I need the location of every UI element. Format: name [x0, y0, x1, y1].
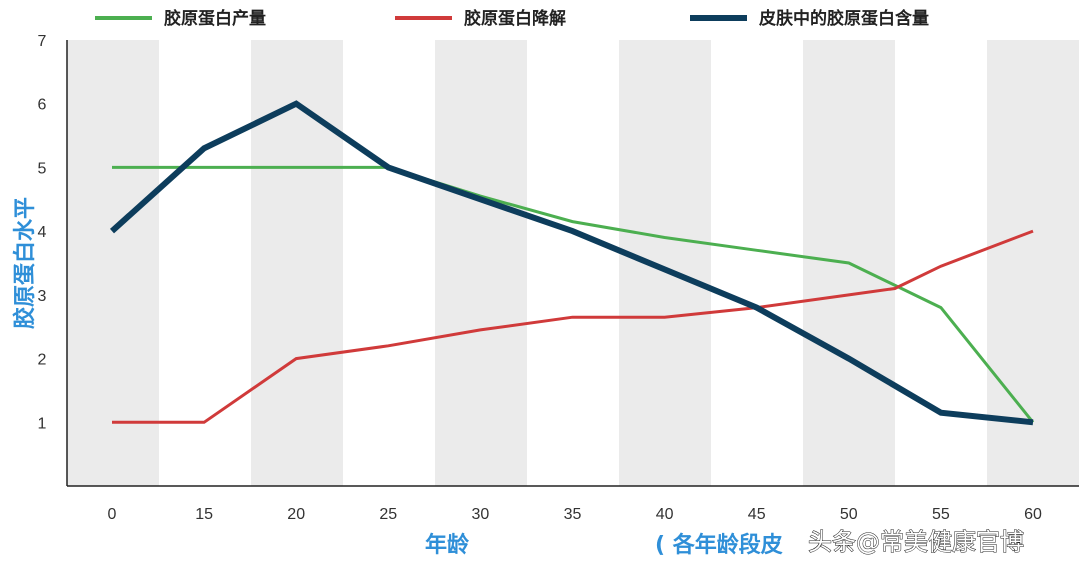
- grid-band: [251, 40, 343, 486]
- x-tick-label: 25: [379, 506, 397, 523]
- series-line-0: [112, 165, 1035, 424]
- x-tick-label: 35: [564, 506, 582, 523]
- x-tick-label: 50: [840, 506, 858, 523]
- watermark: 头条@常美健康官博: [808, 528, 1024, 556]
- x-tick-label: 40: [656, 506, 674, 523]
- grid-band: [67, 40, 159, 486]
- series-line-1: [112, 229, 1034, 424]
- y-tick-label: 7: [38, 33, 47, 50]
- series-line-2: [109, 100, 1034, 426]
- x-tick-label: 30: [472, 506, 490, 523]
- grid-band: [619, 40, 711, 486]
- y-tick-label: 4: [38, 224, 47, 241]
- grid-band: [987, 40, 1079, 486]
- x-tick-label: 0: [108, 506, 117, 523]
- y-tick-label: 6: [38, 97, 47, 114]
- x-tick-label: 55: [932, 506, 950, 523]
- footnote: ( 各年龄段皮: [655, 532, 783, 558]
- x-tick-label: 60: [1024, 506, 1042, 523]
- axes: [66, 40, 1079, 487]
- x-axis-label: 年龄: [425, 532, 470, 558]
- legend-label: 胶原蛋白降解: [464, 8, 566, 29]
- legend: 胶原蛋白产量 胶原蛋白降解 皮肤中的胶原蛋白含量: [95, 8, 929, 29]
- y-tick-label: 1: [38, 415, 47, 432]
- y-tick-label: 3: [38, 288, 47, 305]
- y-tick-label: 2: [38, 352, 47, 369]
- series-lines: [109, 100, 1035, 426]
- x-tick-label: 20: [287, 506, 305, 523]
- background-bands: [67, 40, 1079, 486]
- grid-band: [435, 40, 527, 486]
- x-tick-label: 45: [748, 506, 766, 523]
- y-tick-label: 5: [38, 160, 47, 177]
- x-tick-label: 15: [195, 506, 213, 523]
- legend-label: 皮肤中的胶原蛋白含量: [759, 8, 929, 29]
- legend-label: 胶原蛋白产量: [164, 8, 266, 29]
- y-axis-label: 胶原蛋白水平: [12, 197, 38, 329]
